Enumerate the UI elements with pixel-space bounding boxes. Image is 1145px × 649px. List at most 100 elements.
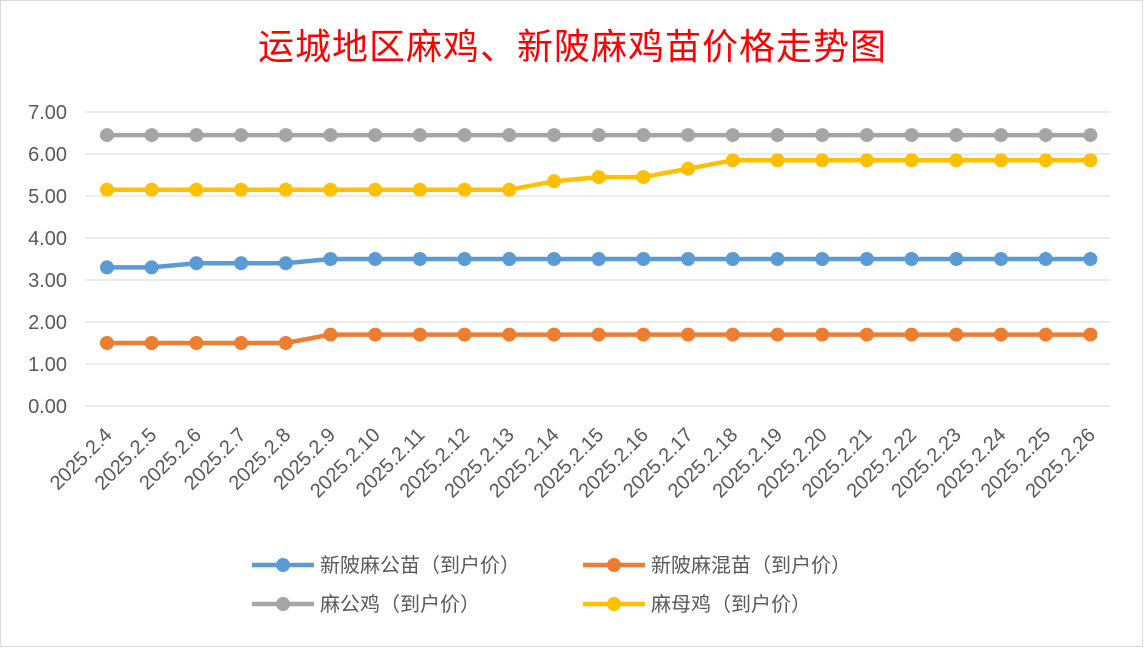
series-0 [100, 252, 1098, 275]
data-point [591, 252, 606, 266]
data-point [278, 182, 293, 197]
data-point [636, 252, 651, 266]
data-point [1083, 153, 1098, 168]
data-point [636, 170, 651, 185]
chart-title: 运城地区麻鸡、新陂麻鸡苗价格走势图 [257, 27, 887, 68]
data-point [770, 252, 785, 266]
series-2 [100, 128, 1098, 143]
data-point [323, 182, 338, 197]
data-point [144, 336, 159, 350]
y-tick-label: 7.00 [28, 102, 67, 124]
y-tick-label: 0.00 [28, 396, 67, 418]
y-tick-label: 1.00 [28, 354, 67, 376]
series-group [100, 128, 1098, 350]
data-point [323, 327, 338, 342]
data-point [681, 128, 696, 143]
data-point [1038, 128, 1053, 143]
series-3 [100, 153, 1098, 197]
data-point [904, 252, 919, 266]
data-point [412, 128, 427, 143]
data-point [994, 252, 1008, 266]
series-1 [100, 327, 1098, 350]
x-axis-ticks: 2025.2.42025.2.52025.2.62025.2.72025.2.8… [46, 424, 1100, 502]
data-point [278, 128, 293, 143]
data-point [949, 128, 964, 143]
data-point [144, 182, 159, 197]
y-tick-label: 6.00 [28, 144, 67, 166]
y-tick-label: 2.00 [28, 312, 67, 334]
data-point [368, 327, 383, 342]
data-point [725, 128, 740, 143]
data-point [994, 128, 1008, 143]
data-point [815, 252, 830, 266]
data-point [681, 327, 696, 342]
data-point [904, 327, 919, 342]
data-point [457, 128, 472, 143]
data-point [457, 327, 472, 342]
data-point [189, 182, 204, 197]
legend-item: 新陂麻公苗（到户价） [252, 553, 520, 577]
data-point [412, 252, 427, 266]
data-point [234, 182, 249, 197]
data-point [725, 153, 740, 168]
legend-item: 麻公鸡（到户价） [252, 592, 480, 616]
data-point [994, 153, 1008, 168]
data-point [725, 252, 740, 266]
data-point [368, 128, 383, 143]
data-point [591, 327, 606, 342]
data-point [100, 128, 114, 143]
data-point [1083, 128, 1098, 143]
data-point [368, 182, 383, 197]
data-point [144, 260, 159, 275]
data-point [859, 128, 874, 143]
data-point [502, 128, 517, 143]
data-point [1083, 252, 1098, 266]
data-point [949, 252, 964, 266]
legend-swatch-marker [607, 597, 621, 611]
data-point [1038, 327, 1053, 342]
data-point [278, 256, 293, 271]
legend-label: 麻母鸡（到户价） [651, 592, 811, 616]
data-point [904, 153, 919, 168]
legend-label: 麻公鸡（到户价） [320, 592, 480, 616]
data-point [412, 327, 427, 342]
legend-swatch-marker [607, 558, 621, 572]
legend-item: 新陂麻混苗（到户价） [583, 553, 851, 577]
grid-lines [85, 111, 1110, 407]
data-point [994, 327, 1008, 342]
legend-label: 新陂麻混苗（到户价） [651, 553, 851, 577]
data-point [100, 182, 114, 197]
data-point [725, 327, 740, 342]
data-point [547, 252, 561, 266]
data-point [591, 170, 606, 185]
data-point [770, 128, 785, 143]
data-point [859, 153, 874, 168]
data-point [189, 256, 204, 271]
data-point [904, 128, 919, 143]
data-point [100, 260, 114, 275]
data-point [502, 182, 517, 197]
legend-swatch-marker [276, 597, 290, 611]
data-point [815, 153, 830, 168]
data-point [323, 252, 338, 266]
legend-label: 新陂麻公苗（到户价） [320, 553, 520, 577]
legend-swatch-marker [276, 558, 290, 572]
data-point [859, 327, 874, 342]
data-point [278, 336, 293, 350]
data-point [457, 252, 472, 266]
data-point [234, 336, 249, 350]
data-point [412, 182, 427, 197]
data-point [591, 128, 606, 143]
data-point [949, 153, 964, 168]
data-point [636, 327, 651, 342]
data-point [1083, 327, 1098, 342]
data-point [547, 128, 561, 143]
y-axis-ticks: 0.00 1.00 2.00 3.00 4.00 5.00 6.00 7.00 [28, 102, 67, 418]
data-point [189, 336, 204, 350]
data-point [547, 174, 561, 189]
data-point [502, 327, 517, 342]
data-point [323, 128, 338, 143]
data-point [457, 182, 472, 197]
data-point [949, 327, 964, 342]
